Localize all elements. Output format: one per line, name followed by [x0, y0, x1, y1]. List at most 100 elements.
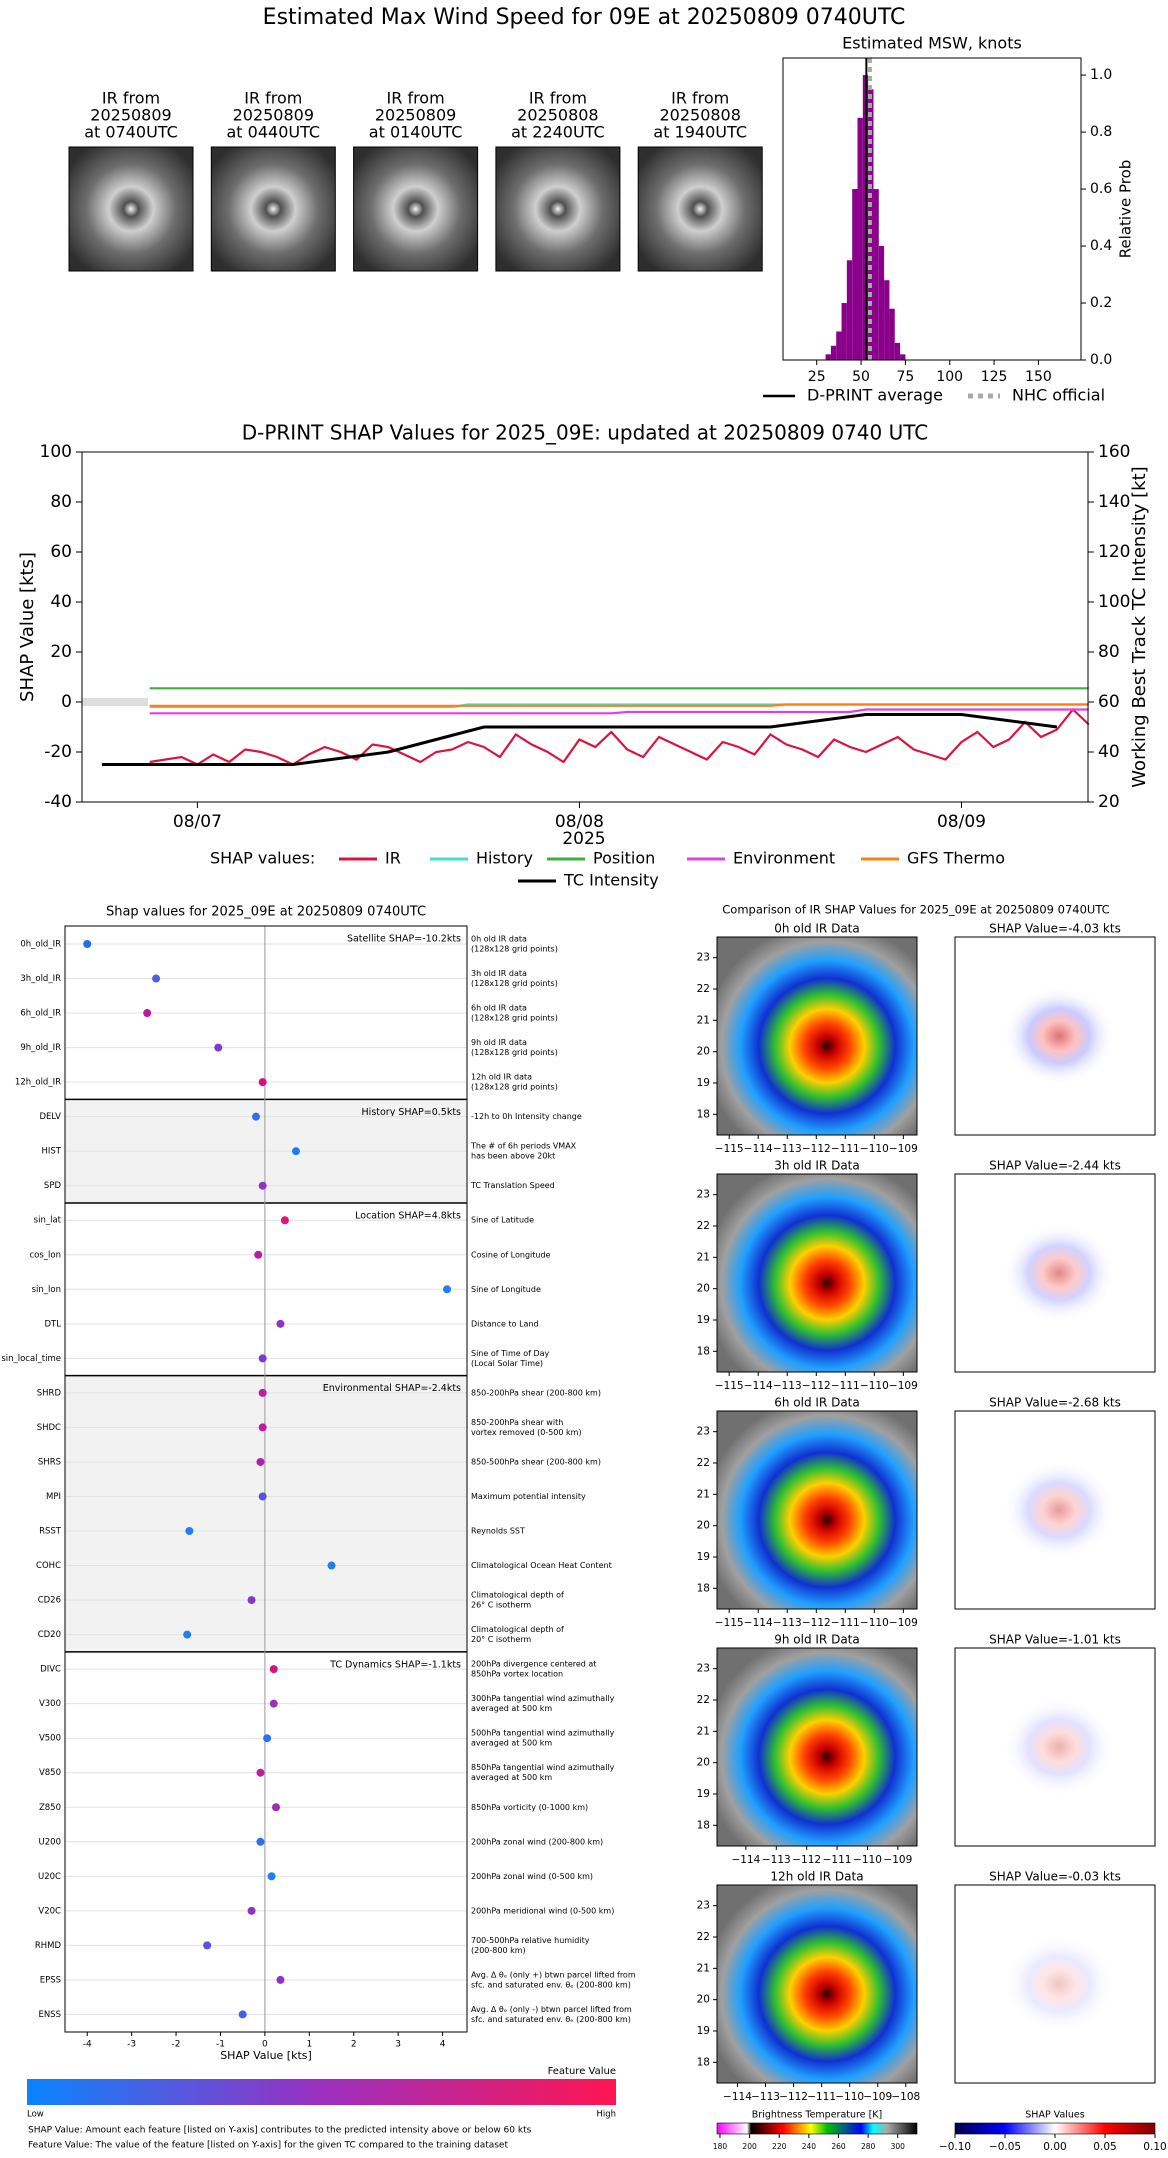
legend-label: GFS Thermo: [907, 849, 1005, 868]
shap-point: [252, 1112, 261, 1121]
bar: [894, 342, 901, 360]
shap-pattern: [1003, 1934, 1115, 2034]
y-tick-label: 20: [50, 642, 72, 662]
y2-tick-label: 40: [1098, 742, 1120, 762]
shap-point: [254, 1250, 263, 1259]
x-tick-label: −115: [715, 1617, 744, 1629]
feature-label: Z850: [39, 1803, 61, 1813]
ir-thumbnail: [353, 146, 479, 272]
y-tick-label: 19: [697, 1788, 710, 1800]
legend-label: History: [476, 849, 533, 868]
feature-description: TC Translation Speed: [470, 1181, 555, 1190]
x-tick-label: −111: [831, 1617, 860, 1629]
y-tick-label: 100: [40, 442, 72, 462]
shap-point: [258, 1492, 267, 1501]
x-tick-label: 0: [262, 2040, 268, 2050]
shap-pattern: [1003, 986, 1115, 1086]
x-tick-label: −108: [891, 2091, 920, 2103]
panel-title: 0h old IR Data: [774, 922, 860, 936]
shap-point: [267, 1872, 276, 1881]
shap-point: [258, 1078, 267, 1087]
x-tick-label: 1: [306, 2040, 312, 2050]
panel-title: 3h old IR Data: [774, 1159, 860, 1173]
footnote: Feature Value: The value of the feature …: [28, 2141, 508, 2151]
shap-point: [263, 1734, 272, 1743]
feature-description: averaged at 500 km: [471, 1773, 552, 1782]
x-tick-label: −109: [889, 1380, 918, 1392]
bar: [900, 354, 906, 360]
feature-description: sfc. and saturated env. θₑ (200-800 km): [471, 1980, 631, 1989]
shap-point: [183, 1630, 192, 1639]
y-tick-label: 18: [697, 2056, 710, 2068]
panel-title: SHAP Value=-4.03 kts: [989, 922, 1121, 936]
ir-image: [716, 936, 918, 1136]
legend-title: SHAP values:: [210, 849, 315, 868]
y-tick-label: 21: [697, 1962, 710, 1974]
feature-label: 0h_old_IR: [20, 940, 61, 950]
x-tick-label: −115: [715, 1143, 744, 1155]
x-tick-label: −114: [744, 1617, 773, 1629]
legend-label: NHC official: [1012, 386, 1105, 405]
y-tick-label: 20: [697, 1283, 710, 1295]
feature-description: 0h old IR data: [471, 935, 527, 944]
feature-description: 850-500hPa shear (200-800 km): [471, 1457, 601, 1466]
y-tick-label: 1.0: [1090, 67, 1112, 83]
panel-title: SHAP Value=-2.68 kts: [989, 1396, 1121, 1410]
shap-point: [276, 1975, 285, 1984]
feature-description: 6h old IR data: [471, 1004, 527, 1013]
legend-label: IR: [385, 849, 401, 868]
colorbar-tick-label: −0.10: [939, 2141, 971, 2153]
thumbnail-title: at 0740UTC: [84, 123, 178, 142]
x-tick-label: 2: [351, 2040, 357, 2050]
x-tick-label: -3: [127, 2040, 136, 2050]
colorbar-tick-label: 220: [772, 2142, 787, 2151]
y-tick-label: 22: [697, 1220, 710, 1232]
y-tick-label: -20: [44, 742, 72, 762]
colorbar-label: Feature Value: [548, 2066, 616, 2077]
y2-tick-label: 80: [1098, 642, 1120, 662]
y-tick-label: 21: [697, 1488, 710, 1500]
x-tick-label: −112: [792, 1854, 821, 1866]
shap-point: [143, 1009, 152, 1018]
panel-title: SHAP Value=-1.01 kts: [989, 1633, 1121, 1647]
feature-label: 6h_old_IR: [20, 1009, 61, 1019]
x-tick-label: −112: [779, 2091, 808, 2103]
feature-description: averaged at 500 km: [471, 1739, 552, 1748]
x-tick-label: 150: [1025, 369, 1052, 385]
feature-description: Sine of Latitude: [471, 1216, 534, 1225]
x-tick-label: 08/07: [173, 812, 222, 832]
ir-image: [716, 1410, 918, 1610]
ir-thumbnail: [210, 146, 336, 272]
bar: [873, 189, 879, 360]
bar: [852, 189, 858, 360]
panel-title: SHAP Value=-0.03 kts: [989, 1870, 1121, 1884]
y-tick-label: 0.0: [1090, 352, 1112, 368]
shap-point: [152, 974, 161, 983]
thumbnail-title: IR from: [529, 89, 587, 108]
bar: [836, 331, 842, 360]
ir-image: [716, 1884, 918, 2084]
feature-description: averaged at 500 km: [471, 1704, 552, 1713]
ir-image: [716, 1173, 918, 1373]
y-tick-label: 19: [697, 2025, 710, 2037]
footnote: SHAP Value: Amount each feature [listed …: [28, 2126, 532, 2136]
feature-label: V300: [39, 1699, 61, 1709]
thumbnail-title: IR from: [102, 89, 160, 108]
ir-thumbnail: [495, 146, 621, 272]
x-axis-label: 2025: [562, 829, 605, 849]
shap-point: [271, 1803, 280, 1812]
shap-point: [258, 1354, 267, 1363]
group-header: Satellite SHAP=-10.2kts: [347, 934, 461, 945]
chart-title: D-PRINT SHAP Values for 2025_09E: update…: [242, 421, 929, 445]
feature-label: CD26: [38, 1596, 61, 1606]
legend-label: Position: [593, 849, 655, 868]
feature-description: 850hPa vortex location: [471, 1670, 563, 1679]
x-tick-label: −109: [863, 2091, 892, 2103]
y-tick-label: 18: [697, 1345, 710, 1357]
colorbar-tick-label: 280: [861, 2142, 876, 2151]
ir-image: [716, 1647, 918, 1847]
x-tick-label: 75: [896, 369, 914, 385]
x-tick-label: 08/08: [555, 812, 604, 832]
x-tick-label: −112: [802, 1380, 831, 1392]
feature-description: 700-500hPa relative humidity: [471, 1936, 590, 1945]
